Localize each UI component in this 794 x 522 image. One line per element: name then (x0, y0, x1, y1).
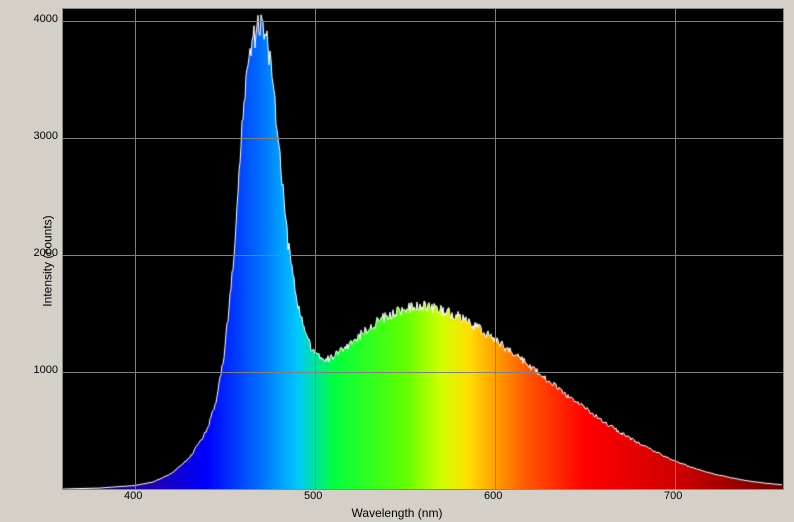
x-tick-label: 500 (304, 490, 322, 502)
y-tick-label: 3000 (34, 130, 58, 142)
x-grid-line (495, 9, 496, 489)
y-tick-label: 4000 (34, 13, 58, 25)
y-tick-label: 2000 (34, 247, 58, 259)
x-tick-label: 600 (484, 490, 502, 502)
chart-container: Intensity (counts) Wavelength (nm) 400 50… (0, 0, 794, 522)
x-grid-line (675, 9, 676, 489)
x-grid-line (135, 9, 136, 489)
y-grid-line (63, 372, 783, 373)
y-axis-label: Intensity (counts) (41, 215, 55, 306)
y-grid-line (63, 21, 783, 22)
plot-area (62, 8, 784, 490)
x-tick-label: 700 (664, 490, 682, 502)
x-tick-label: 400 (124, 490, 142, 502)
y-grid-line (63, 255, 783, 256)
x-axis-label: Wavelength (nm) (352, 506, 443, 520)
x-grid-line (315, 9, 316, 489)
y-grid-line (63, 138, 783, 139)
y-tick-label: 1000 (34, 364, 58, 376)
